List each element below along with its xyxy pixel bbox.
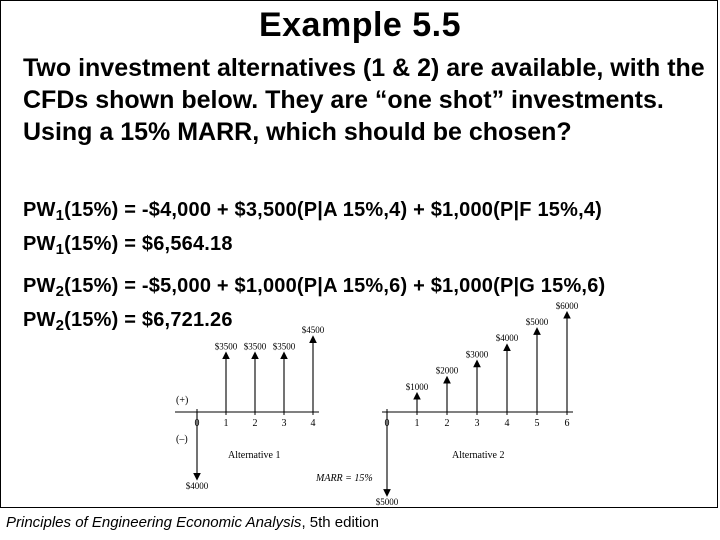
- pw2-value: (15%) = $6,721.26: [64, 309, 233, 331]
- pw1-equation: PW1(15%) = -$4,000 + $3,500(P|A 15%,4) +…: [23, 199, 602, 224]
- pw-subscript: 2: [55, 317, 65, 334]
- pw-subscript: 1: [55, 241, 65, 258]
- pw-symbol: PW: [23, 199, 56, 221]
- pw2-equation: PW2(15%) = -$5,000 + $1,000(P|A 15%,6) +…: [23, 275, 605, 300]
- pw-symbol: PW: [23, 309, 56, 331]
- problem-statement: Two investment alternatives (1 & 2) are …: [23, 54, 705, 146]
- book-title: Principles of Engineering Economic Analy…: [6, 514, 302, 531]
- pw2-result: PW2(15%) = $6,721.26: [23, 309, 233, 334]
- book-edition: , 5th edition: [301, 514, 379, 531]
- pw1-expression: (15%) = -$4,000 + $3,500(P|A 15%,4) + $1…: [64, 199, 603, 221]
- pw-subscript: 1: [55, 207, 65, 224]
- footer-citation: Principles of Engineering Economic Analy…: [6, 514, 379, 531]
- slide-title: Example 5.5: [258, 6, 462, 44]
- pw2-expression: (15%) = -$5,000 + $1,000(P|A 15%,6) + $1…: [64, 275, 606, 297]
- pw-symbol: PW: [23, 233, 56, 255]
- pw-subscript: 2: [55, 283, 65, 300]
- pw1-value: (15%) = $6,564.18: [64, 233, 233, 255]
- pw-symbol: PW: [23, 275, 56, 297]
- slide-frame: [0, 0, 718, 508]
- pw1-result: PW1(15%) = $6,564.18: [23, 233, 233, 258]
